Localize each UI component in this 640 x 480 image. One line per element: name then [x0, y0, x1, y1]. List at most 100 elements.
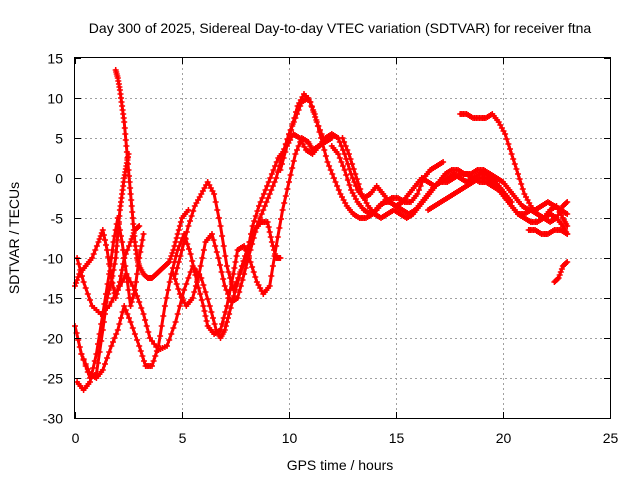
- data-point: [180, 241, 187, 247]
- data-point: [247, 247, 254, 253]
- x-axis-title: GPS time / hours: [287, 457, 394, 473]
- series-track-15: [551, 259, 571, 285]
- data-point: [187, 251, 194, 257]
- data-point: [440, 159, 447, 165]
- data-point: [82, 361, 89, 367]
- data-point: [505, 141, 512, 147]
- data-point: [97, 233, 104, 239]
- data-point: [119, 309, 126, 315]
- data-point: [172, 319, 179, 325]
- data-point: [200, 303, 207, 309]
- data-point: [327, 167, 334, 173]
- data-point: [249, 264, 256, 270]
- data-point: [342, 143, 349, 149]
- data-point: [168, 331, 175, 337]
- data-point: [142, 317, 149, 323]
- data-point: [131, 233, 138, 239]
- data-point: [252, 274, 259, 280]
- data-point: [96, 331, 103, 337]
- data-point: [96, 236, 103, 242]
- series-track-11: [339, 135, 571, 221]
- data-point: [124, 155, 131, 161]
- y-tick-label: 15: [47, 51, 63, 67]
- data-point: [114, 215, 121, 221]
- data-point: [232, 283, 238, 289]
- series-track-2: [72, 223, 143, 301]
- data-point: [135, 224, 142, 230]
- data-point: [181, 287, 188, 293]
- data-point: [349, 161, 356, 167]
- data-point: [170, 325, 177, 331]
- data-point: [564, 199, 571, 205]
- data-point: [218, 269, 225, 275]
- data-point: [268, 187, 275, 193]
- data-point: [241, 243, 248, 249]
- data-point: [122, 131, 129, 137]
- data-point: [173, 235, 180, 241]
- data-point: [202, 289, 209, 295]
- data-point: [226, 311, 233, 317]
- data-point: [126, 173, 132, 179]
- data-point: [87, 379, 93, 385]
- data-point: [99, 227, 106, 233]
- x-tick-labels: 0 5 10 15 20 25: [72, 430, 619, 446]
- data-point: [274, 234, 281, 240]
- data-point: [197, 291, 204, 297]
- data-point: [174, 265, 181, 271]
- data-point: [206, 303, 213, 309]
- y-tick-label: -5: [51, 211, 64, 227]
- data-point: [129, 283, 136, 289]
- data-point: [152, 353, 159, 359]
- x-tick-label: 15: [389, 430, 405, 446]
- data-point: [214, 207, 221, 213]
- data-point: [223, 263, 230, 269]
- data-point: [286, 179, 292, 185]
- data-point: [222, 309, 229, 315]
- data-point: [245, 253, 252, 259]
- data-point: [106, 271, 113, 277]
- data-point: [289, 123, 296, 129]
- data-point: [279, 207, 286, 213]
- data-point: [122, 307, 129, 313]
- data-point: [555, 275, 562, 281]
- data-point: [187, 218, 193, 224]
- data-point: [252, 213, 259, 219]
- y-tick-label: 0: [55, 171, 63, 187]
- data-point: [104, 281, 111, 287]
- data-point: [191, 289, 198, 295]
- data-point: [95, 239, 102, 245]
- data-point: [157, 333, 164, 339]
- data-point: [564, 211, 571, 217]
- data-point: [248, 231, 254, 237]
- data-point: [273, 243, 280, 249]
- data-point: [126, 179, 133, 185]
- data-point: [250, 269, 257, 275]
- data-point: [308, 103, 315, 109]
- data-point: [279, 161, 285, 167]
- data-point: [80, 356, 87, 362]
- data-point: [166, 259, 173, 265]
- data-point: [197, 263, 204, 269]
- data-point: [507, 146, 513, 152]
- data-point: [268, 239, 275, 245]
- data-point: [190, 265, 197, 271]
- data-point: [140, 231, 147, 237]
- data-point: [89, 255, 96, 261]
- data-point: [282, 193, 289, 199]
- data-point: [502, 131, 509, 137]
- data-point: [92, 247, 99, 253]
- data-point: [167, 256, 174, 262]
- series-track-14: [525, 227, 571, 237]
- data-point: [294, 111, 300, 117]
- data-point: [104, 247, 111, 253]
- data-point: [513, 166, 520, 172]
- data-point: [289, 165, 296, 171]
- series-track-9: [277, 131, 571, 229]
- data-point: [223, 319, 230, 325]
- data-point: [208, 309, 215, 315]
- data-point: [271, 253, 278, 259]
- data-point: [87, 297, 93, 303]
- data-point: [268, 273, 275, 279]
- data-point: [122, 137, 129, 143]
- x-tick-label: 20: [496, 430, 512, 446]
